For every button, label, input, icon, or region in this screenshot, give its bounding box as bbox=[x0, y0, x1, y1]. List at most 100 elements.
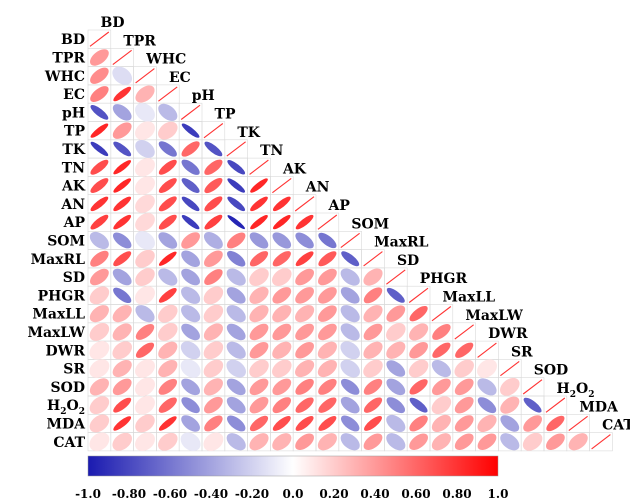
corr-ellipse-AN-WHC bbox=[135, 194, 155, 213]
corr-ellipse-SD-TK bbox=[226, 268, 246, 286]
col-label-SR: SR bbox=[511, 344, 533, 360]
corr-ellipse-MaxLL-SD bbox=[386, 305, 406, 322]
corr-ellipse-MaxRL-pH bbox=[181, 250, 200, 268]
corr-ellipse-SD-MaxRL bbox=[363, 268, 383, 286]
corr-ellipse-PHGR-TN bbox=[249, 286, 269, 304]
corr-ellipse-H2O2-MaxLW bbox=[454, 396, 474, 414]
corr-ellipse-TN-BD bbox=[90, 159, 109, 175]
corr-ellipse-AN-AK bbox=[272, 196, 291, 212]
corr-ellipse-SOD-pH bbox=[181, 378, 200, 396]
diagonal-mark-PHGR bbox=[408, 287, 429, 303]
corr-ellipse-AN-BD bbox=[90, 196, 109, 212]
corr-ellipse-MDA-AN bbox=[295, 416, 314, 431]
corr-ellipse-SR-MaxLL bbox=[431, 359, 451, 378]
diagonal-mark-SD bbox=[386, 269, 406, 285]
corr-ellipse-MaxLL-TN bbox=[249, 305, 269, 323]
corr-ellipse-MaxLL-EC bbox=[158, 304, 178, 323]
corr-ellipse-MaxLW-BD bbox=[89, 323, 110, 341]
corr-ellipse-AP-TPR bbox=[113, 214, 132, 230]
corr-ellipse-AN-TN bbox=[250, 196, 268, 212]
corr-ellipse-MaxLL-TP bbox=[203, 304, 224, 323]
corr-ellipse-MDA-SOD bbox=[523, 415, 542, 432]
col-label-EC: EC bbox=[169, 70, 191, 86]
row-label-MaxLL: MaxLL bbox=[32, 307, 85, 323]
row-label-AN: AN bbox=[60, 197, 85, 213]
corr-ellipse-TP-BD bbox=[90, 123, 109, 138]
corr-ellipse-DWR-TN bbox=[249, 341, 269, 359]
corr-ellipse-SR-AN bbox=[295, 359, 315, 378]
corr-ellipse-MDA-PHGR bbox=[409, 415, 428, 432]
corr-ellipse-SR-DWR bbox=[477, 359, 497, 378]
corr-ellipse-PHGR-TK bbox=[226, 287, 246, 304]
corr-ellipse-DWR-MaxLL bbox=[432, 342, 451, 358]
corr-ellipse-H2O2-WHC bbox=[135, 395, 155, 415]
corr-ellipse-MaxLL-AP bbox=[318, 305, 337, 322]
corr-ellipse-SOD-SD bbox=[386, 378, 406, 396]
corr-ellipse-TK-WHC bbox=[135, 140, 155, 158]
corr-ellipse-CAT-SOD bbox=[522, 432, 543, 451]
corr-ellipse-CAT-MaxRL bbox=[363, 433, 383, 451]
corr-ellipse-DWR-EC bbox=[158, 341, 178, 359]
corr-ellipse-MDA-TP bbox=[204, 415, 223, 432]
corr-ellipse-CAT-SD bbox=[386, 433, 406, 451]
corr-ellipse-DWR-WHC bbox=[135, 342, 155, 358]
corr-ellipse-MaxRL-SOM bbox=[341, 251, 360, 267]
col-label-TPR: TPR bbox=[123, 33, 156, 49]
colorbar-tick-label: -0.20 bbox=[235, 487, 269, 501]
corr-ellipse-AK-WHC bbox=[135, 176, 155, 195]
corr-ellipse-MaxRL-TN bbox=[249, 251, 269, 267]
corr-ellipse-SR-SOM bbox=[340, 359, 360, 378]
corr-ellipse-AN-TP bbox=[204, 196, 223, 212]
corr-ellipse-SD-EC bbox=[158, 268, 178, 286]
corr-ellipse-MDA-TN bbox=[249, 415, 269, 432]
corr-ellipse-MDA-BD bbox=[89, 414, 110, 433]
corr-ellipse-PHGR-AP bbox=[318, 287, 337, 304]
corr-ellipse-MDA-WHC bbox=[135, 414, 155, 433]
corr-ellipse-pH-EC bbox=[158, 103, 178, 121]
corr-ellipse-SOM-EC bbox=[158, 232, 178, 249]
row-label-TP: TP bbox=[64, 124, 85, 140]
corr-ellipse-TP-EC bbox=[158, 121, 178, 140]
corr-ellipse-AP-WHC bbox=[135, 213, 155, 232]
corr-ellipse-SOD-MaxLW bbox=[454, 378, 474, 396]
corr-ellipse-CAT-SOM bbox=[340, 433, 360, 451]
corr-ellipse-H2O2-SR bbox=[500, 396, 520, 414]
corr-ellipse-TK-TPR bbox=[113, 141, 132, 157]
corr-ellipse-H2O2-TK bbox=[226, 396, 246, 414]
corr-ellipse-SOM-pH bbox=[181, 232, 200, 249]
corr-ellipse-H2O2-AK bbox=[272, 397, 292, 414]
corr-ellipse-AN-EC bbox=[158, 196, 177, 212]
colorbar-gradient bbox=[87, 455, 499, 477]
corr-ellipse-MaxLW-WHC bbox=[135, 323, 155, 340]
corr-ellipse-AK-EC bbox=[158, 178, 177, 193]
colorbar-tick-label: 1.0 bbox=[488, 487, 509, 501]
matrix-cells bbox=[89, 31, 611, 452]
corr-ellipse-MaxLW-TP bbox=[203, 323, 223, 341]
corr-ellipse-TK-pH bbox=[181, 141, 200, 157]
corr-ellipse-SOM-TN bbox=[249, 232, 269, 249]
corr-ellipse-H2O2-AN bbox=[295, 397, 314, 413]
corr-ellipse-MaxLW-pH bbox=[181, 323, 200, 341]
corr-ellipse-MaxLL-WHC bbox=[135, 305, 155, 323]
corr-ellipse-H2O2-PHGR bbox=[409, 397, 428, 413]
corr-ellipse-CAT-TPR bbox=[112, 432, 132, 451]
corr-ellipse-TK-BD bbox=[90, 141, 109, 157]
corr-ellipse-H2O2-MaxRL bbox=[363, 397, 383, 413]
diagonal-mark-MaxLW bbox=[454, 324, 474, 340]
corr-ellipse-MaxLL-MaxRL bbox=[363, 305, 383, 323]
corr-ellipse-SR-AP bbox=[317, 359, 337, 378]
corr-ellipse-MaxLW-SD bbox=[386, 323, 406, 341]
col-label-AK: AK bbox=[282, 161, 307, 177]
row-label-TN: TN bbox=[62, 160, 85, 176]
corr-ellipse-CAT-WHC bbox=[135, 432, 155, 452]
corr-ellipse-H2O2-TPR bbox=[113, 397, 132, 413]
corr-ellipse-AP-AN bbox=[295, 214, 314, 230]
corr-ellipse-MaxLL-pH bbox=[181, 305, 201, 323]
row-label-TPR: TPR bbox=[52, 50, 85, 66]
corr-ellipse-AP-TN bbox=[250, 215, 268, 230]
corr-ellipse-MaxLW-EC bbox=[158, 323, 178, 341]
corr-ellipse-PHGR-TPR bbox=[113, 287, 132, 304]
corr-ellipse-TN-TPR bbox=[113, 160, 132, 175]
corr-ellipse-TPR-BD bbox=[90, 49, 109, 66]
col-label-TN: TN bbox=[260, 143, 283, 159]
